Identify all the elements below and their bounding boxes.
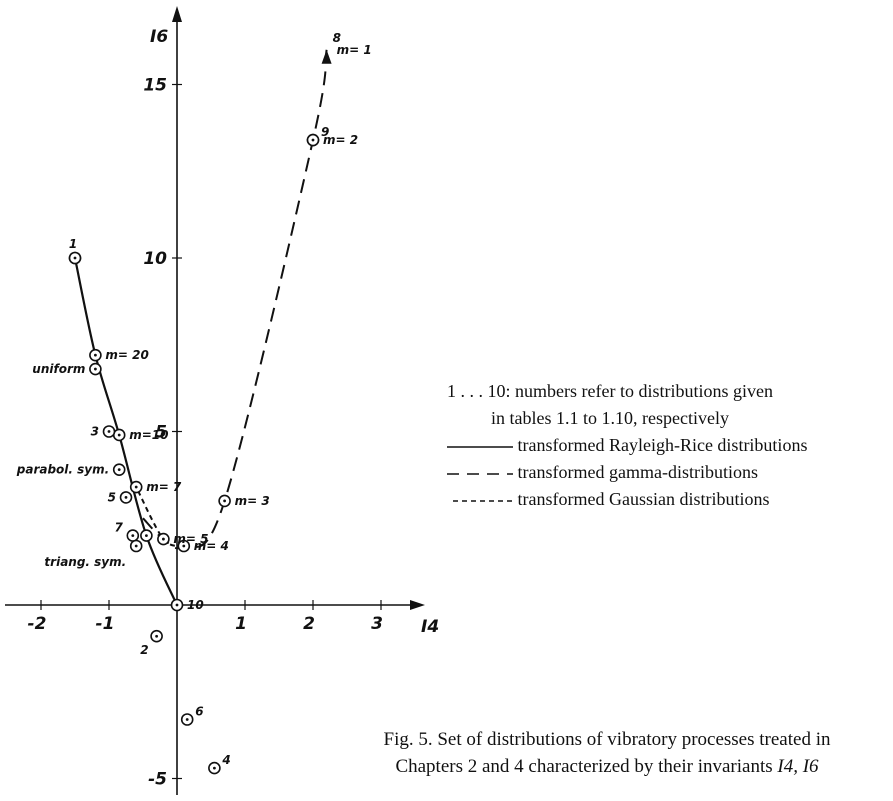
circled-point-marker (157, 532, 170, 546)
distribution-point (306, 133, 320, 147)
curve-point-label: m= 20 (105, 348, 148, 362)
curve-point-label: m= 7 (146, 480, 182, 494)
curve-point-label: 10 (187, 598, 204, 612)
distribution-point (150, 629, 163, 643)
distribution-label: 3 (91, 425, 99, 439)
distribution-label: parabol. sym. (16, 463, 109, 477)
curve-point-label: m= 3 (235, 494, 270, 508)
x-axis-label: I4 (421, 617, 439, 637)
distribution-label: 9 (321, 125, 329, 139)
point-dot (73, 256, 77, 260)
curve-arrow-tip (321, 49, 332, 64)
legend-solid-label: transformed Rayleigh-Rice distributions (517, 435, 808, 455)
circled-point-marker (170, 598, 184, 612)
distribution-point (119, 491, 133, 504)
y-axis-label: I6 (150, 27, 168, 47)
curve-point-label: m=10 (129, 428, 168, 442)
distribution-label: uniform (32, 362, 85, 376)
distribution-point (112, 463, 126, 476)
caption-line2-symbols: I4, I6 (777, 756, 819, 777)
distribution-point (89, 362, 102, 376)
legend: 1 . . . 10: numbers refer to distributio… (447, 378, 807, 513)
legend-solid-swatch (447, 446, 513, 448)
x-tick-label: -2 (28, 614, 47, 634)
curve-dashed (142, 49, 328, 550)
point-dot (107, 430, 111, 433)
point-dot (185, 718, 189, 721)
circled-point-marker (89, 348, 102, 362)
circled-point-marker (129, 480, 143, 494)
caption-line2-text: Chapters 2 and 4 characterized by their … (395, 756, 773, 777)
distribution-point (180, 713, 194, 726)
y-axis-arrow (172, 6, 182, 22)
y-tick-label: 10 (143, 249, 167, 269)
marker-dot (182, 544, 186, 548)
distribution-label: 6 (195, 705, 203, 719)
x-tick-label: -1 (96, 614, 115, 634)
curve-point-label: m= 2 (323, 133, 358, 147)
distribution-label: 1 (69, 237, 77, 251)
distribution-point (208, 761, 221, 775)
marker-dot (223, 499, 227, 503)
marker-dot (162, 537, 165, 541)
legend-dashed-label: transformed gamma-distributions (517, 462, 758, 482)
distribution-label: 5 (108, 490, 116, 504)
point-dot (155, 634, 159, 638)
circled-point-marker (218, 494, 231, 508)
marker-dot (117, 433, 121, 437)
distribution-point (129, 539, 143, 553)
legend-dotted-label: transformed Gaussian distributions (517, 489, 770, 509)
legend-note-line2: in tables 1.1 to 1.10, respectively (491, 408, 729, 428)
x-tick-label: 1 (235, 614, 247, 634)
distribution-point (102, 425, 116, 438)
circled-point-marker (140, 529, 153, 542)
labels: m= 20 m=10 10 m= 4 m= 3 m= 2 m= 1 m= 5 m= 7 1 unif… (16, 31, 372, 767)
markers (68, 133, 320, 775)
distribution-label: 2 (140, 643, 148, 657)
distribution-label: 8 (333, 31, 341, 45)
figure-caption: Fig. 5. Set of distributions of vibrator… (327, 726, 887, 780)
point-dot (311, 138, 315, 142)
marker-dot (145, 534, 148, 537)
curve-point-label: m= 5 (173, 532, 208, 546)
distribution-label: triang. sym. (44, 555, 126, 569)
y-tick-label: 15 (143, 76, 167, 96)
point-dot (124, 496, 128, 499)
caption-line2: Chapters 2 and 4 characterized by their … (327, 753, 887, 780)
legend-item-dotted: transformed Gaussian distributions (447, 486, 807, 513)
circled-point-marker (177, 539, 191, 553)
curve-point-label: m= 1 (337, 43, 372, 57)
point-dot (131, 534, 135, 537)
x-tick-label: 3 (371, 614, 383, 634)
distribution-point (126, 529, 140, 542)
marker-dot (134, 485, 138, 489)
curve-point-label: m= 4 (194, 539, 229, 553)
legend-dashed-swatch (447, 473, 513, 475)
y-tick-label: -5 (148, 770, 167, 790)
legend-dotted-swatch (453, 500, 513, 502)
caption-line1: Fig. 5. Set of distributions of vibrator… (383, 729, 831, 750)
legend-note-line1: 1 . . . 10: numbers refer to distributio… (447, 381, 773, 401)
legend-item-solid: transformed Rayleigh-Rice distributions (447, 432, 807, 459)
x-tick-label: 2 (303, 614, 315, 634)
legend-item-dashed: transformed gamma-distributions (447, 459, 807, 486)
marker-dot (94, 353, 97, 357)
y-tick-label: 5 (155, 423, 167, 443)
marker-dot (175, 603, 179, 607)
point-dot (94, 367, 97, 371)
point-dot (213, 766, 216, 770)
circled-point-marker (112, 428, 126, 442)
distribution-label: 7 (114, 521, 123, 535)
point-dot (117, 468, 121, 472)
point-dot (134, 544, 138, 548)
x-axis-arrow (410, 600, 425, 610)
distribution-point (68, 251, 82, 265)
distribution-label: 4 (221, 753, 230, 767)
